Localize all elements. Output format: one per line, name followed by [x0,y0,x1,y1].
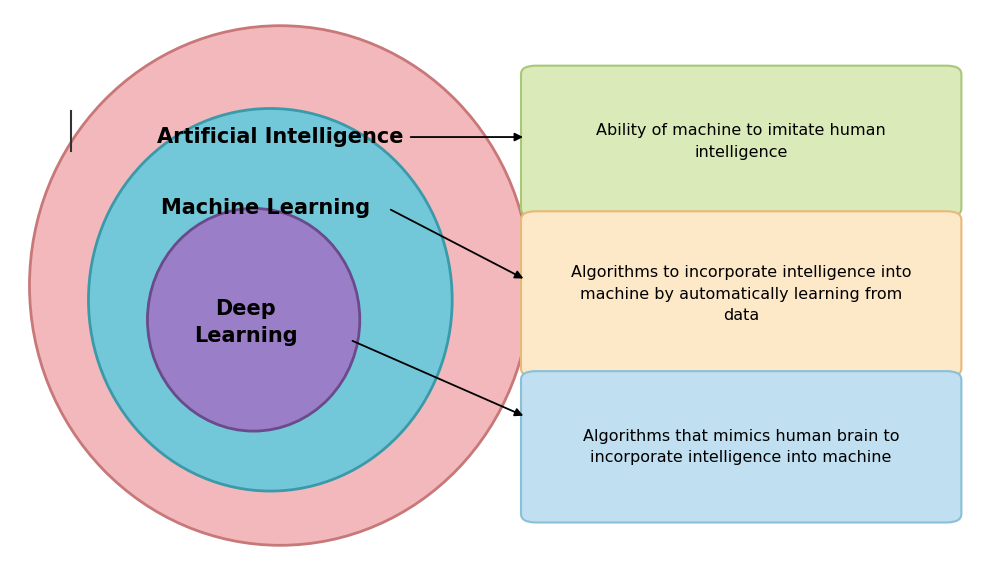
FancyBboxPatch shape [521,371,961,522]
Text: Algorithms to incorporate intelligence into
machine by automatically learning fr: Algorithms to incorporate intelligence i… [571,265,911,323]
Ellipse shape [88,108,452,491]
FancyBboxPatch shape [521,211,961,377]
Text: Artificial Intelligence: Artificial Intelligence [157,127,403,147]
Ellipse shape [147,208,360,431]
Text: Deep
Learning: Deep Learning [194,299,298,346]
Text: Ability of machine to imitate human
intelligence: Ability of machine to imitate human inte… [597,123,886,160]
Ellipse shape [29,26,531,545]
Text: Machine Learning: Machine Learning [161,198,370,219]
Text: Algorithms that mimics human brain to
incorporate intelligence into machine: Algorithms that mimics human brain to in… [583,429,899,465]
FancyBboxPatch shape [521,66,961,217]
